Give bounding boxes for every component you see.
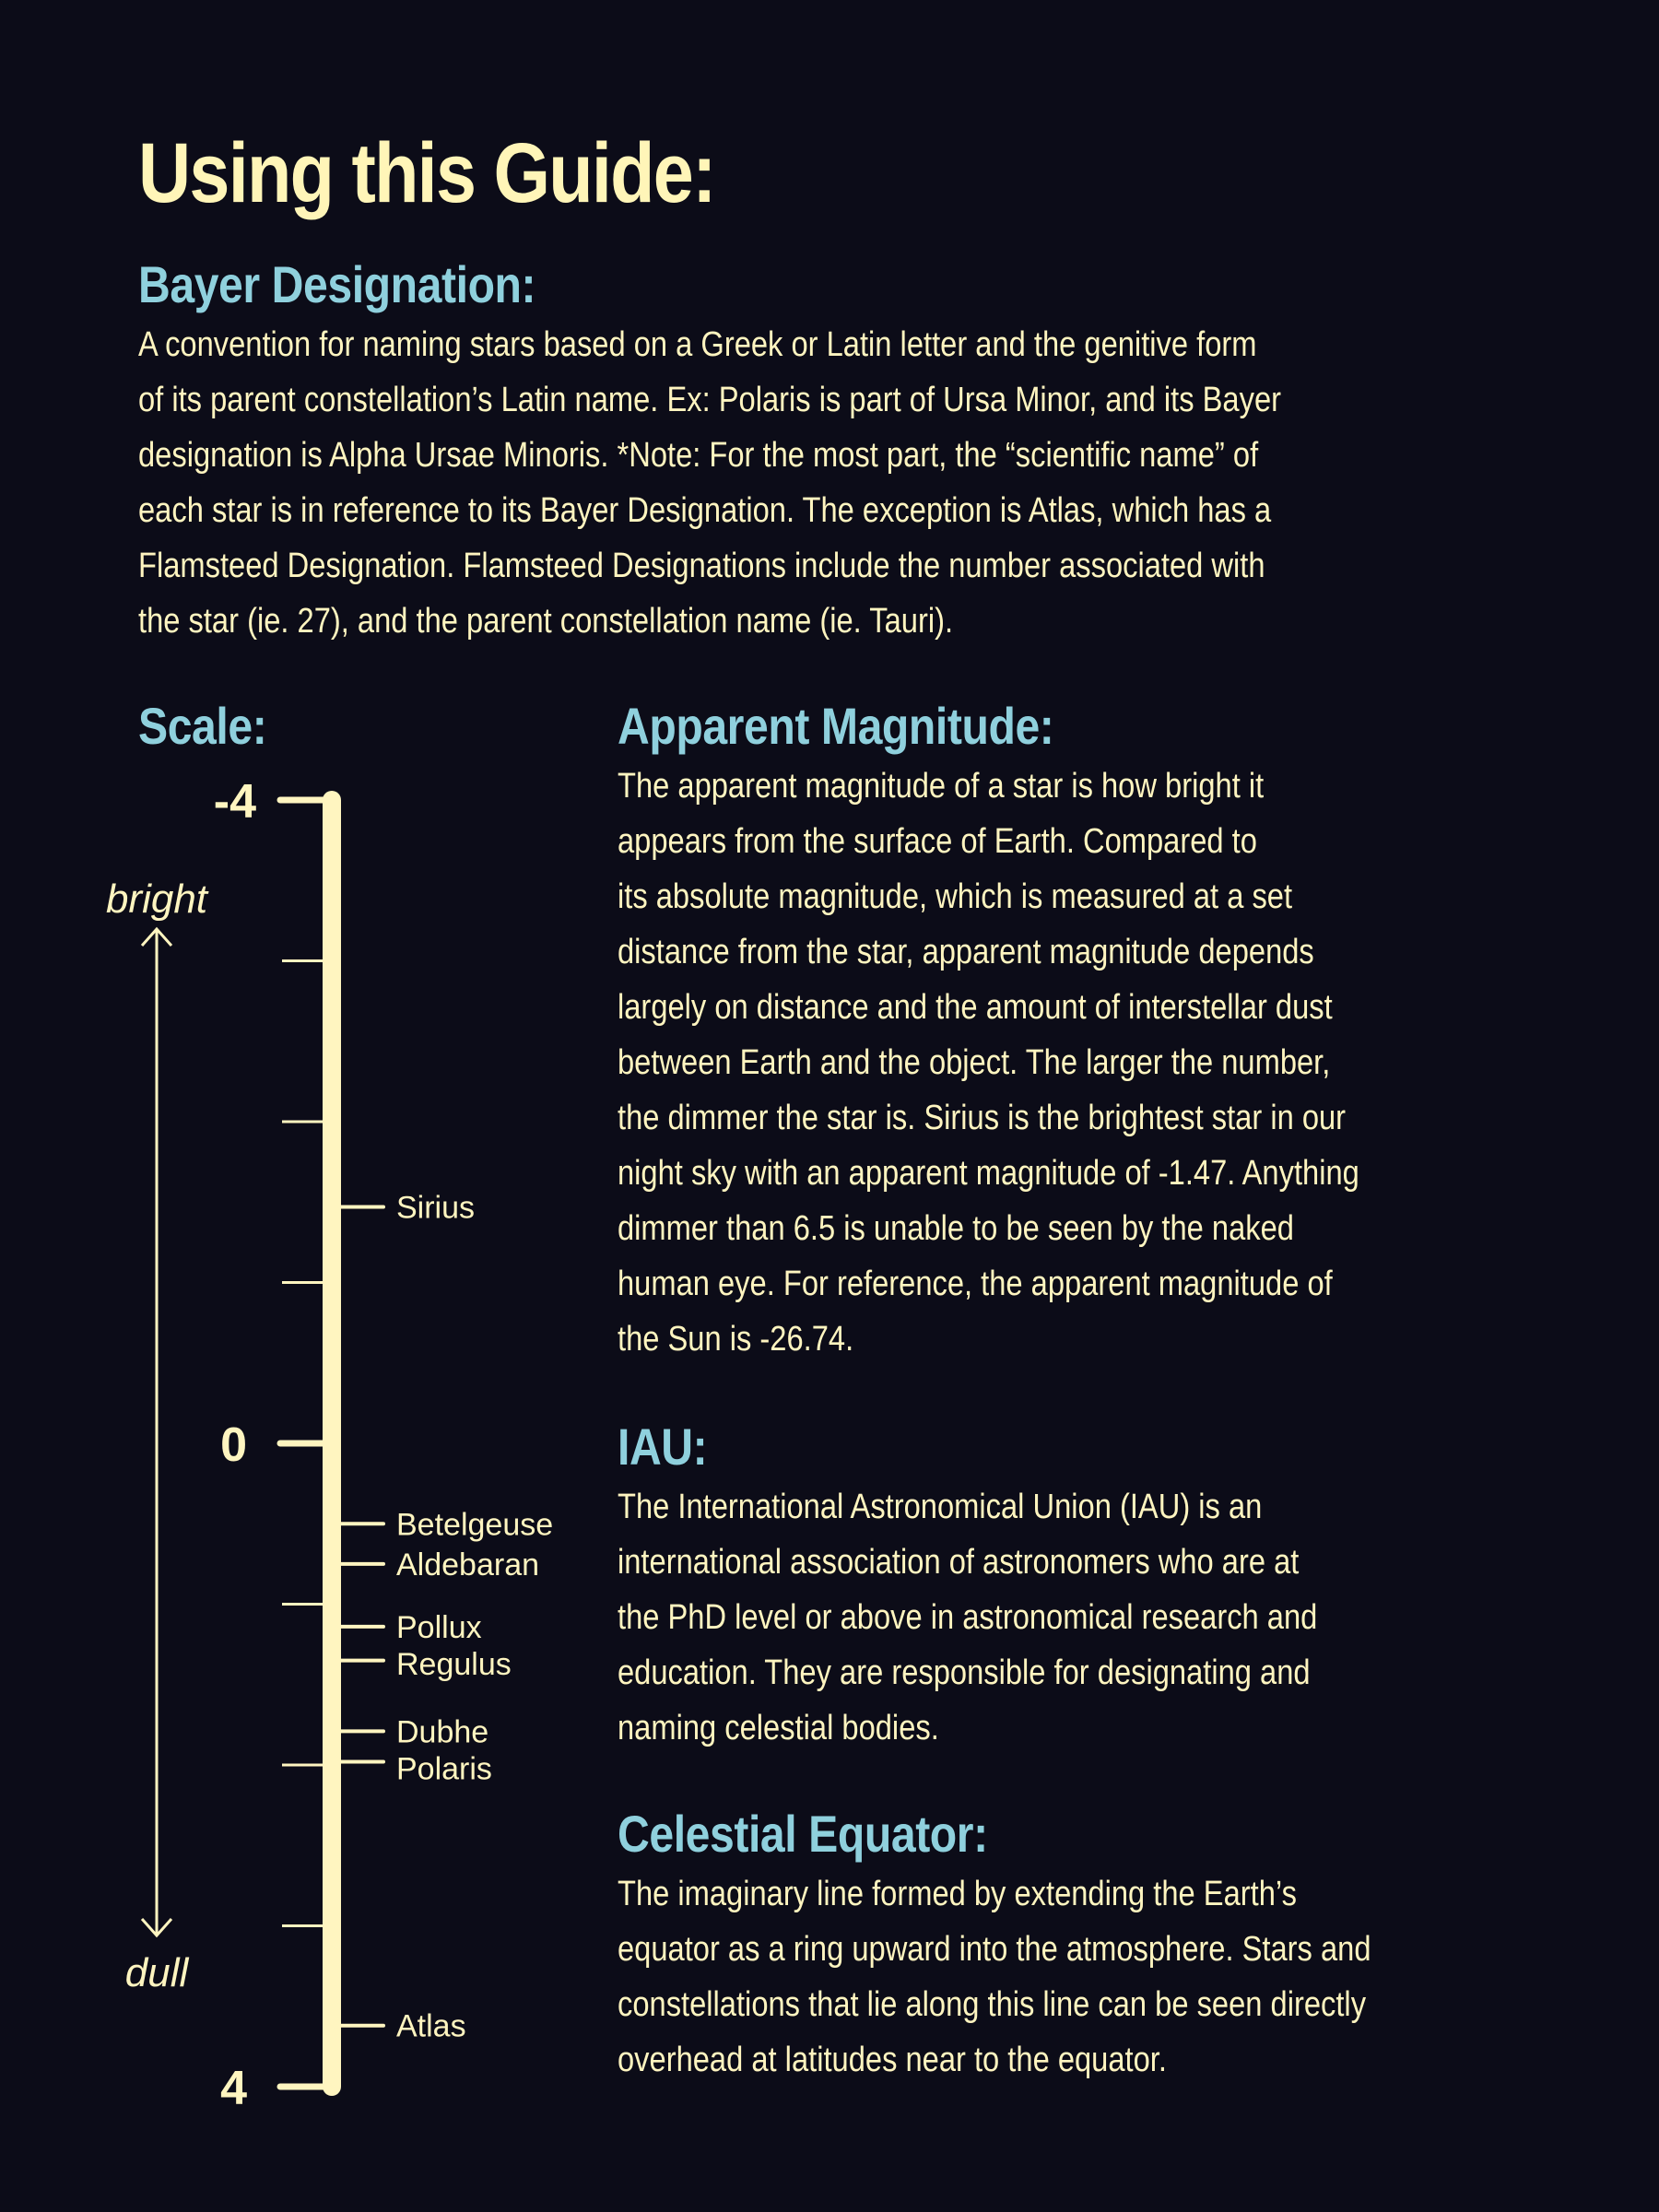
apparent-magnitude-text: The apparent magnitude of a star is how …	[618, 759, 1632, 1367]
dull-label: dull	[125, 1950, 190, 1995]
text-line: education. They are responsible for desi…	[618, 1653, 1311, 1692]
star-label: Regulus	[396, 1647, 512, 1682]
text-line: largely on distance and the amount of in…	[618, 988, 1333, 1027]
star-label: Aldebaran	[396, 1547, 539, 1583]
star-label: Sirius	[396, 1190, 475, 1225]
text-line: Flamsteed Designation. Flamsteed Designa…	[138, 547, 1265, 585]
apparent-magnitude-heading: Apparent Magnitude:	[618, 697, 1054, 755]
text-line: distance from the star, apparent magnitu…	[618, 933, 1314, 971]
bright-label: bright	[106, 877, 209, 922]
star-label: Atlas	[396, 2009, 466, 2044]
text-line: international association of astronomers…	[618, 1543, 1300, 1582]
star-label: Dubhe	[396, 1714, 488, 1749]
scale-heading: Scale:	[138, 697, 267, 755]
text-line: each star is in reference to its Bayer D…	[138, 491, 1272, 530]
text-line: designation is Alpha Ursae Minoris. *Not…	[138, 436, 1259, 475]
text-line: The International Astronomical Union (IA…	[618, 1488, 1263, 1526]
text-line: equator as a ring upward into the atmosp…	[618, 1930, 1371, 1969]
text-line: human eye. For reference, the apparent m…	[618, 1265, 1333, 1303]
star-label: Betelgeuse	[396, 1507, 553, 1542]
text-line: The imaginary line formed by extending t…	[618, 1875, 1297, 1913]
bayer-designation-text: A convention for naming stars based on a…	[138, 317, 1470, 649]
bright-dull-arrow	[140, 926, 173, 1938]
text-line: night sky with an apparent magnitude of …	[618, 1154, 1359, 1193]
text-line: naming celestial bodies.	[618, 1709, 939, 1747]
text-line: the Sun is -26.74.	[618, 1320, 854, 1359]
text-line: The apparent magnitude of a star is how …	[618, 767, 1265, 806]
iau-text: The International Astronomical Union (IA…	[618, 1479, 1632, 1756]
star-label: Pollux	[396, 1610, 482, 1645]
star-label: Polaris	[396, 1751, 492, 1786]
scale-bottom-label: 4	[220, 2062, 247, 2115]
text-line: between Earth and the object. The larger…	[618, 1043, 1331, 1082]
celestial-equator-heading: Celestial Equator:	[618, 1805, 988, 1863]
bayer-designation-heading: Bayer Designation:	[138, 255, 536, 313]
text-line: its absolute magnitude, which is measure…	[618, 877, 1293, 916]
text-line: the PhD level or above in astronomical r…	[618, 1598, 1318, 1637]
text-line: overhead at latitudes near to the equato…	[618, 2041, 1167, 2079]
text-line: of its parent constellation’s Latin name…	[138, 381, 1282, 419]
text-line: the star (ie. 27), and the parent conste…	[138, 602, 954, 641]
celestial-equator-text: The imaginary line formed by extending t…	[618, 1866, 1632, 2088]
text-line: the dimmer the star is. Sirius is the br…	[618, 1099, 1347, 1137]
minor-ticks	[282, 959, 323, 1927]
text-line: A convention for naming stars based on a…	[138, 325, 1257, 364]
scale-top-label: -4	[214, 775, 256, 829]
iau-heading: IAU:	[618, 1418, 708, 1476]
scale-mid-label: 0	[220, 1418, 247, 1472]
text-line: dimmer than 6.5 is unable to be seen by …	[618, 1209, 1294, 1248]
text-line: constellations that lie along this line …	[618, 1985, 1367, 2024]
page-title: Using this Guide:	[138, 126, 716, 220]
text-line: appears from the surface of Earth. Compa…	[618, 822, 1257, 861]
